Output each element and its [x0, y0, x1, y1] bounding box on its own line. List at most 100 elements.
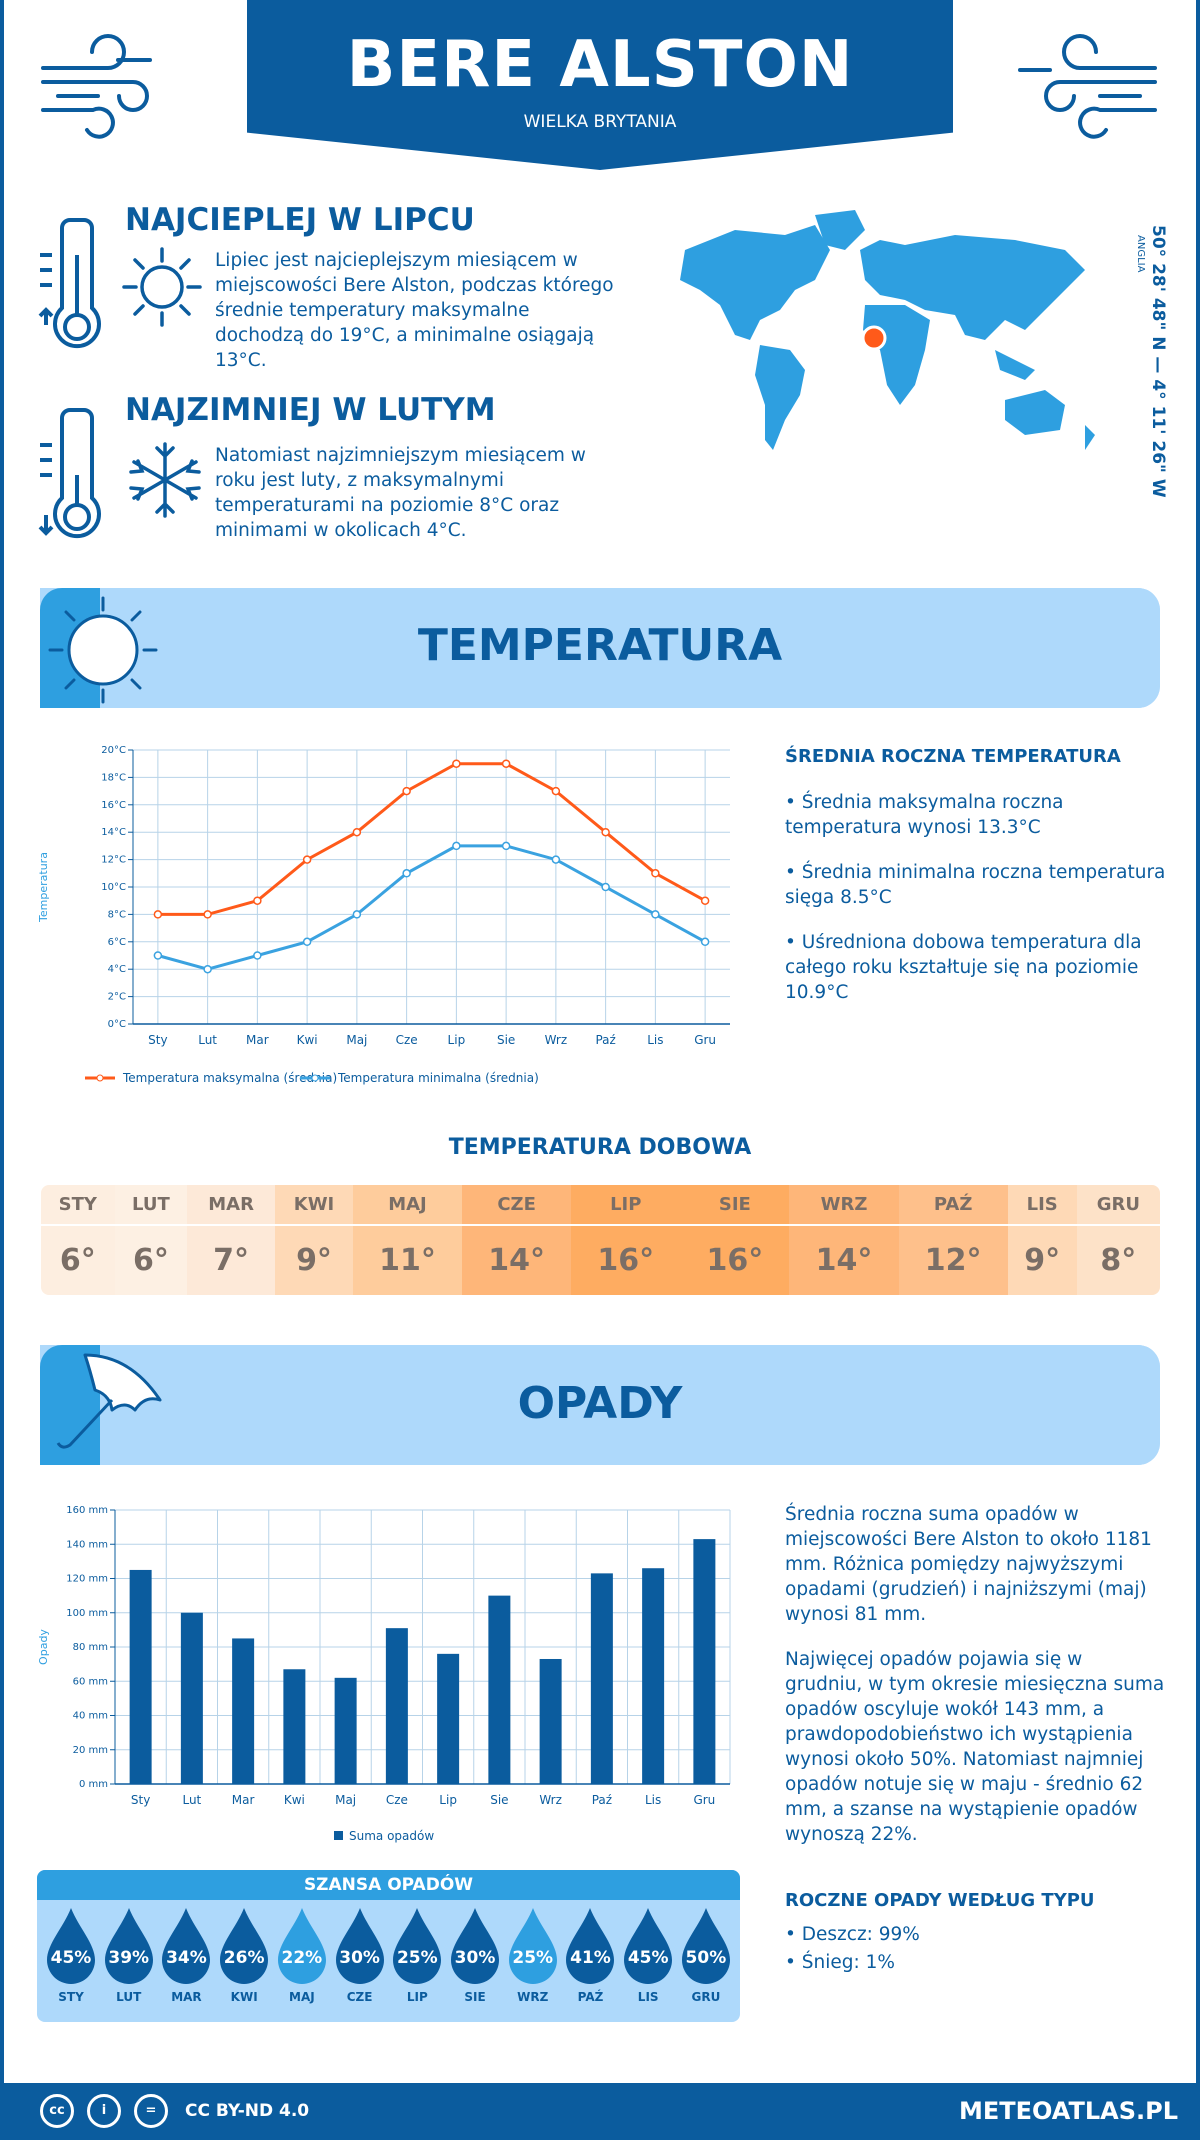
daily-month: WRZ: [789, 1185, 899, 1226]
y-tick-label: 6°C: [108, 937, 126, 948]
raindrop-icon: [162, 1908, 211, 1984]
raindrop-icon: [220, 1908, 269, 1984]
y-tick-label: 8°C: [108, 909, 126, 920]
data-point: [352, 827, 362, 837]
x-tick-label: Lis: [645, 1793, 661, 1807]
nd-icon[interactable]: =: [134, 2094, 168, 2128]
chance-value: 25%: [512, 1948, 554, 1968]
precipitation-chance-title: SZANSA OPADÓW: [37, 1870, 740, 1900]
legend-label: Temperatura maksymalna (średnia): [122, 1071, 337, 1085]
precipitation-section-title: OPADY: [517, 1378, 683, 1429]
precip-type-rain: • Deszcz: 99%: [785, 1924, 920, 1945]
chance-month: GRU: [691, 1990, 721, 2004]
daily-month: MAR: [187, 1185, 276, 1226]
y-tick-label: 0 mm: [79, 1779, 108, 1790]
bar: [232, 1638, 255, 1784]
chance-month: LUT: [116, 1990, 142, 2004]
data-point: [302, 855, 312, 864]
bar: [590, 1573, 613, 1784]
y-tick-label: 14°C: [101, 827, 126, 838]
chance-value: 34%: [166, 1948, 207, 1968]
world-map: [680, 210, 1095, 450]
chance-drop: 26% KWI: [216, 1906, 272, 2004]
data-point: [700, 937, 710, 947]
daily-temp-title: TEMPERATURA DOBOWA: [448, 1135, 752, 1160]
x-tick-label: Sie: [490, 1793, 508, 1807]
y-tick-label: 20 mm: [73, 1745, 108, 1756]
chance-value: 22%: [281, 1948, 323, 1968]
data-point: [302, 937, 312, 947]
raindrop-icon: [393, 1908, 442, 1984]
page-title: BERE ALSTON: [346, 28, 854, 102]
site-link[interactable]: METEOATLAS.PL: [958, 2097, 1178, 2125]
license-label[interactable]: CC BY-ND 4.0: [185, 2101, 310, 2121]
thermometer-warm-icon: [38, 218, 101, 349]
x-tick-label: Maj: [346, 1033, 367, 1047]
data-point: [253, 896, 262, 905]
temperature-chart: 0°C 2°C 4°C 6°C 8°C 10°C 12°C 14°C 16°C 18°C 20°C S…: [37, 745, 730, 1085]
sun-icon: [122, 247, 202, 327]
daily-month: PAŹ: [898, 1185, 1008, 1226]
cc-icon[interactable]: cc: [40, 2094, 74, 2128]
daily-month: MAJ: [352, 1185, 463, 1226]
bar: [488, 1595, 511, 1784]
daily-temp-value: 8°: [1076, 1225, 1160, 1295]
precip-type-snow: • Śnieg: 1%: [785, 1952, 895, 1973]
data-point: [203, 910, 212, 919]
bar: [539, 1658, 562, 1784]
chance-value: 45%: [50, 1948, 92, 1968]
series-line: [157, 844, 706, 971]
chance-value: 39%: [108, 1948, 150, 1968]
umbrella-rain-icon: [56, 1353, 162, 1449]
raindrop-icon: [451, 1908, 500, 1984]
raindrop-icon: [508, 1908, 557, 1984]
x-tick-label: Lut: [182, 1793, 201, 1807]
legend-marker: [96, 1074, 104, 1082]
chance-value: 25%: [396, 1948, 438, 1968]
daily-month: KWI: [275, 1185, 353, 1226]
x-tick-label: Wrz: [545, 1033, 568, 1047]
y-tick-label: 40 mm: [73, 1711, 108, 1722]
x-tick-label: Gru: [694, 1033, 716, 1047]
header-banner: [247, 0, 953, 170]
precipitation-text-1: Średnia roczna suma opadów w miejscowośc…: [785, 1504, 1152, 1625]
x-tick-label: Mar: [232, 1793, 255, 1807]
y-tick-label: 120 mm: [66, 1574, 108, 1585]
data-point: [651, 910, 660, 919]
precipitation-chart: 0 mm 20 mm 40 mm 60 mm 80 mm 100 mm 120 mm 140 …: [37, 1505, 731, 1843]
coldest-text: Natomiast najzimniejszym miesiącem w rok…: [215, 445, 586, 541]
raindrop-icon: [335, 1908, 384, 1984]
chance-drop: 41% PAŹ: [562, 1906, 618, 2004]
data-point: [402, 786, 411, 796]
bar: [642, 1568, 665, 1784]
daily-temp-value: 16°: [680, 1225, 790, 1295]
y-tick-label: 12°C: [101, 855, 126, 866]
x-tick-label: Sty: [148, 1033, 167, 1047]
daily-temp-table: STY LUT MAR KWI MAJ CZE LIP SIE WRZ PAŹ LIS GRU 6° 6…: [41, 1185, 1160, 1295]
data-point: [601, 827, 610, 837]
chance-month: LIS: [637, 1990, 659, 2004]
data-point: [551, 786, 561, 796]
region-label: ANGLIA: [1135, 235, 1146, 273]
x-tick-label: Kwi: [297, 1033, 318, 1047]
daily-temp-value: 6°: [41, 1225, 115, 1295]
y-tick-label: 60 mm: [73, 1676, 108, 1687]
y-tick-label: 160 mm: [66, 1505, 108, 1516]
chance-value: 30%: [454, 1948, 496, 1968]
annual-temp-title: ŚREDNIA ROCZNA TEMPERATURA: [785, 746, 1121, 767]
by-icon[interactable]: i: [87, 2094, 121, 2128]
chance-month: CZE: [346, 1990, 373, 2004]
y-tick-label: 80 mm: [73, 1642, 108, 1653]
data-point: [700, 896, 710, 905]
series-line: [157, 762, 706, 916]
daily-temp-value: 14°: [789, 1225, 899, 1295]
sun-icon: [48, 596, 158, 704]
chance-month: SIE: [464, 1990, 486, 2004]
temperature-section-banner: [40, 588, 1160, 708]
daily-temp-value: 12°: [898, 1225, 1008, 1295]
chance-value: 41%: [570, 1948, 611, 1968]
x-tick-label: Lis: [647, 1033, 663, 1047]
x-tick-label: Gru: [693, 1793, 715, 1807]
chance-drop: 30% CZE: [332, 1906, 388, 2004]
daily-month: LIP: [571, 1185, 681, 1226]
